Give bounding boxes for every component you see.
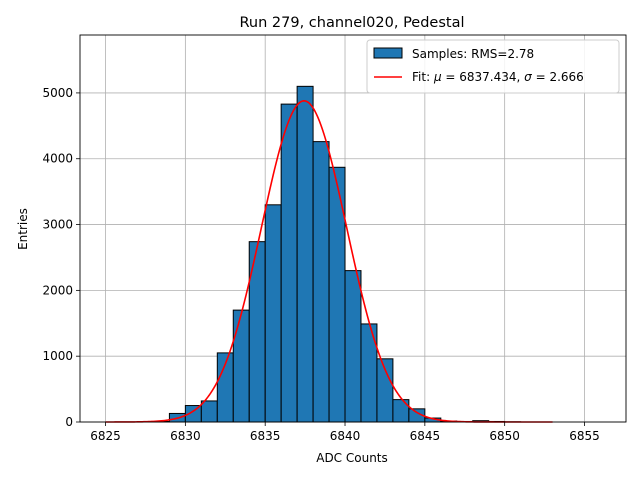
legend-fit-label: Fit: μ = 6837.434, σ = 2.666: [412, 70, 584, 84]
x-tick-label: 6840: [330, 429, 361, 443]
y-tick-label: 0: [65, 415, 73, 429]
x-tick-label: 6825: [90, 429, 121, 443]
y-tick-label: 1000: [42, 349, 73, 363]
histogram-bar: [232, 309, 250, 423]
histogram-bar: [312, 141, 330, 423]
x-tick-label: 6855: [569, 429, 600, 443]
histogram-bar: [280, 103, 298, 423]
legend-histogram-label: Samples: RMS=2.78: [412, 47, 534, 61]
x-tick-label: 6845: [410, 429, 441, 443]
legend-fit-mu-value: = 6837.434,: [442, 70, 525, 84]
y-tick-label: 5000: [42, 86, 73, 100]
y-axis-label: Entries: [16, 208, 30, 250]
plot-frame: [79, 34, 627, 423]
histogram-bar: [296, 85, 314, 423]
histogram-bar: [392, 399, 410, 423]
chart-title: Run 279, channel020, Pedestal: [239, 15, 464, 31]
x-axis-ticks: 6825 6830 6835 6840 6845 6850 6855: [90, 422, 600, 443]
legend-fit-prefix: Fit:: [412, 70, 434, 84]
y-tick-label: 2000: [42, 283, 73, 297]
histogram-bar: [264, 204, 282, 423]
y-axis-ticks: 0 1000 2000 3000 4000 5000: [42, 86, 80, 429]
legend-fit-sigma-symbol: σ: [524, 70, 532, 84]
y-tick-label: 4000: [42, 152, 73, 166]
x-tick-label: 6835: [250, 429, 281, 443]
legend-fit-mu-symbol: μ: [433, 70, 442, 84]
x-axis-label: ADC Counts: [316, 451, 388, 465]
legend-fit-sigma-value: = 2.666: [532, 70, 584, 84]
histogram-bar: [200, 400, 218, 423]
x-tick-label: 6830: [170, 429, 201, 443]
legend-histogram-swatch: [373, 47, 403, 59]
x-tick-label: 6850: [489, 429, 520, 443]
legend-box: [366, 39, 620, 94]
histogram-bar: [344, 270, 362, 423]
legend: Samples: RMS=2.78 Fit: μ = 6837.434, σ =…: [366, 39, 620, 94]
y-tick-label: 3000: [42, 218, 73, 232]
